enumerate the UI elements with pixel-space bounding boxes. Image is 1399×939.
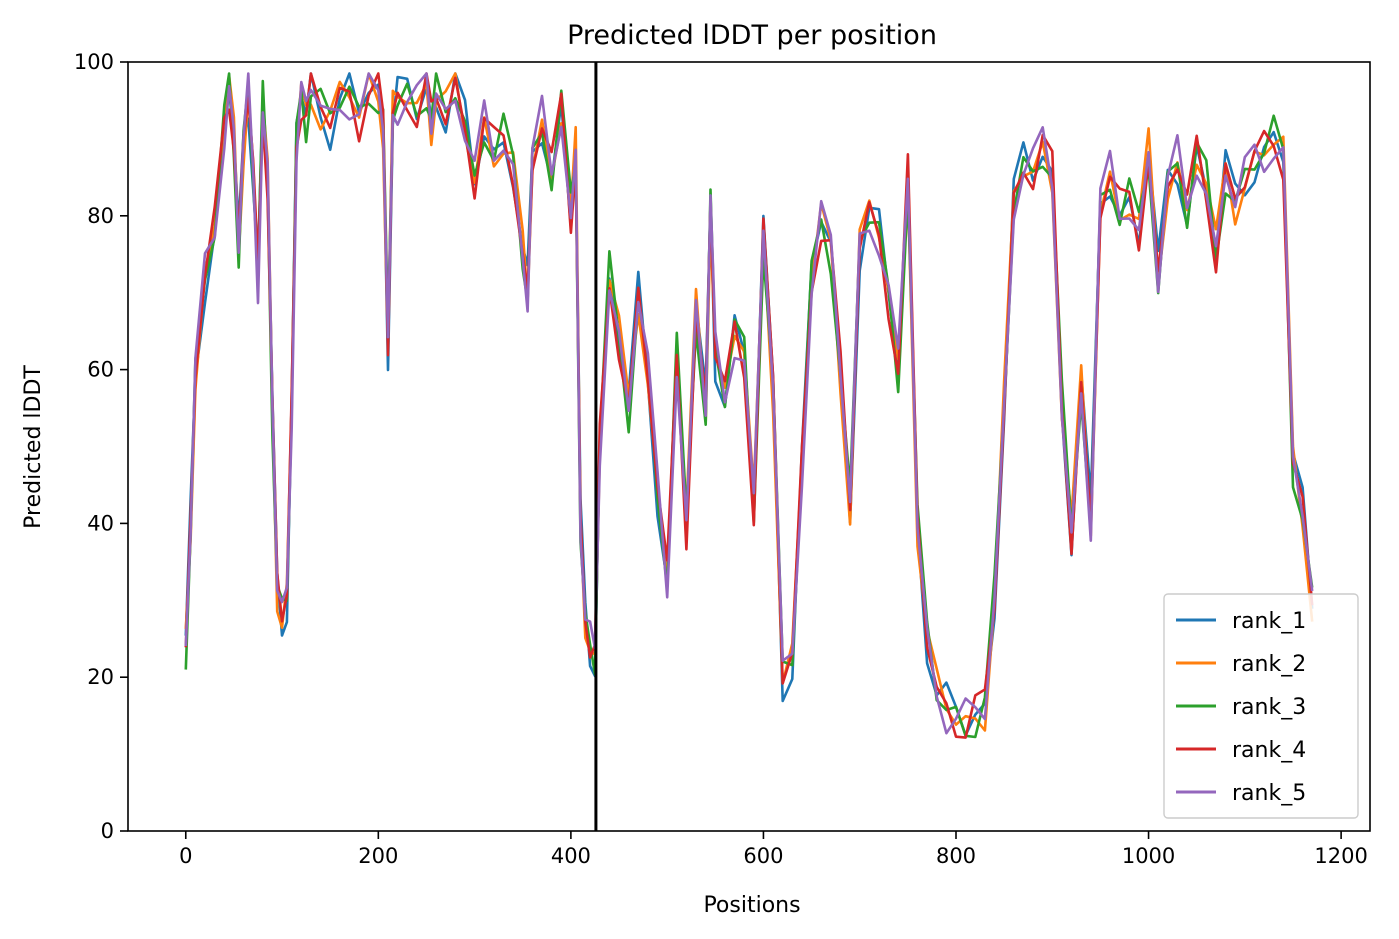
x-tick-label: 600: [743, 844, 783, 868]
x-axis-title: Positions: [703, 893, 800, 918]
y-axis-title: Predicted lDDT: [21, 365, 46, 529]
legend-label: rank_5: [1232, 781, 1306, 806]
y-tick-label: 20: [87, 665, 114, 689]
x-axis: 0 200 400 600 800 1000 1200: [179, 831, 1368, 868]
y-tick-label: 0: [101, 819, 114, 843]
chart-title: Predicted lDDT per position: [567, 20, 937, 51]
legend: rank_1 rank_2 rank_3 rank_4 rank_5: [1163, 593, 1359, 819]
legend-label: rank_3: [1232, 695, 1306, 720]
plot-lines: [184, 62, 1314, 831]
plot-frame: [127, 61, 1371, 832]
x-tick-label: 0: [179, 844, 192, 868]
legend-label: rank_4: [1232, 738, 1306, 763]
x-tick-label: 1200: [1314, 844, 1367, 868]
y-tick-label: 80: [87, 204, 114, 228]
y-tick-label: 100: [74, 50, 114, 74]
legend-label: rank_2: [1232, 652, 1306, 677]
y-tick-label: 40: [87, 511, 114, 535]
x-tick-label: 200: [358, 844, 398, 868]
x-tick-label: 800: [936, 844, 976, 868]
y-tick-label: 60: [87, 358, 114, 382]
series-line-rank_2: [184, 72, 1314, 732]
legend-label: rank_1: [1232, 609, 1306, 634]
x-tick-label: 400: [551, 844, 591, 868]
series-line-rank_5: [184, 72, 1314, 735]
legend-box: [1163, 593, 1359, 819]
y-axis: 0 20 40 60 80 100: [74, 50, 128, 843]
x-tick-label: 1000: [1122, 844, 1175, 868]
